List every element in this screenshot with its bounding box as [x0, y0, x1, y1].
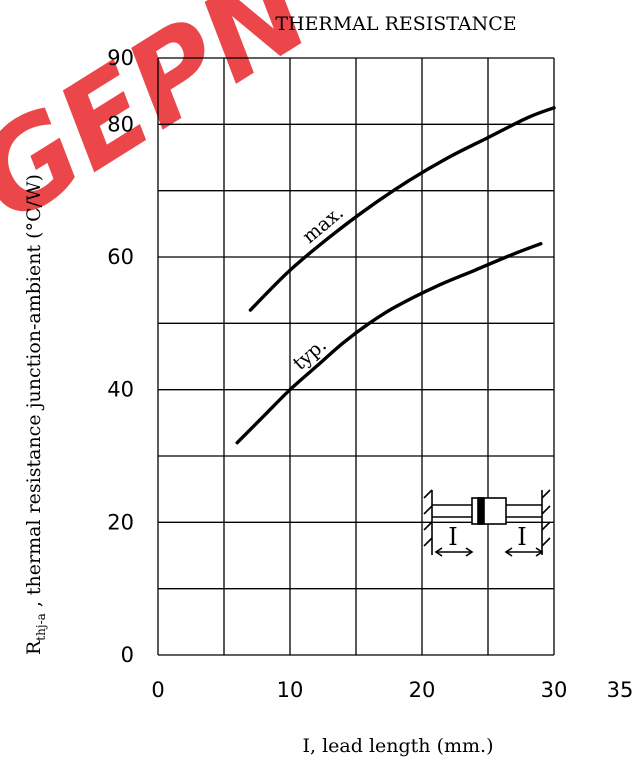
- y-tick-label: 90: [107, 46, 134, 70]
- y-tick-label: 60: [107, 245, 134, 269]
- series-line-typ: [235, 242, 543, 445]
- x-axis-label: I, lead length (mm.): [303, 735, 494, 757]
- x-tick-label: 35: [607, 678, 634, 702]
- x-tick-label: 30: [541, 678, 568, 702]
- inset-right-hatch: [541, 505, 551, 515]
- x-tick-label: 10: [277, 678, 304, 702]
- inset-arrowhead: [535, 547, 544, 557]
- series-line-max: [248, 106, 556, 312]
- inset-left-hatch: [423, 521, 433, 531]
- y-tick-label: 80: [107, 112, 134, 136]
- inset-right-hatch: [541, 489, 551, 499]
- inset-arrowhead: [504, 547, 513, 557]
- y-tick-label: 20: [107, 510, 134, 534]
- y-axis-subscript: thj-a: [34, 613, 48, 640]
- y-tick-label: 0: [121, 643, 134, 667]
- chart-title: THERMAL RESISTANCE: [275, 13, 516, 35]
- inset-right-hatch: [541, 521, 551, 531]
- inset-lead-label-right: I: [517, 523, 526, 551]
- x-tick-label: 20: [409, 678, 436, 702]
- inset-left-hatch: [423, 489, 433, 499]
- inset-left-hatch: [423, 537, 433, 547]
- y-axis-text: , thermal resistance junction-ambient (°…: [23, 174, 45, 613]
- series-group: max.typ.: [235, 106, 556, 445]
- grid: [157, 57, 555, 656]
- inset-diode-body: [471, 497, 507, 525]
- y-axis-symbol: R: [23, 640, 45, 655]
- inset-left-hatch: [423, 505, 433, 515]
- inset-cathode-band: [477, 497, 485, 525]
- y-tick-label: 40: [107, 378, 134, 402]
- x-tick-label: 0: [151, 678, 164, 702]
- y-axis-label: Rthj-a , thermal resistance junction-amb…: [23, 174, 48, 655]
- tick-labels: 0 10 20 30 35 0 20 40 60 80 90: [107, 46, 633, 702]
- inset-lead-label-left: I: [448, 523, 457, 551]
- series-label-typ: typ.: [289, 334, 331, 375]
- lead-length-inset-diagram: [423, 489, 551, 557]
- inset-right-hatch: [541, 537, 551, 547]
- inset-arrowhead: [434, 547, 443, 557]
- inset-arrowhead: [465, 547, 474, 557]
